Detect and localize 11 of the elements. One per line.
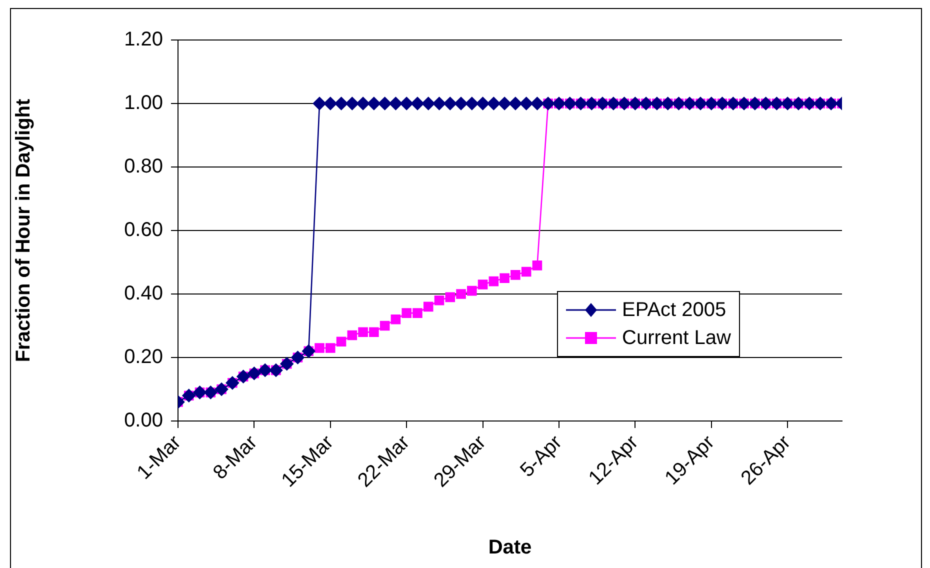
y-tick-label: 1.00 [124, 92, 163, 114]
legend-label: Current Law [622, 326, 731, 352]
legend-label: EPAct 2005 [622, 298, 726, 324]
y-tick-label: 0.80 [124, 156, 163, 178]
y-axis-title: Fraction of Hour in Daylight [12, 98, 35, 362]
y-tick-label: 1.20 [124, 28, 163, 51]
y-tick-label: 0.00 [124, 410, 163, 432]
y-tick-label: 0.20 [124, 346, 163, 368]
x-axis-title: Date [488, 536, 532, 559]
y-tick-label: 0.40 [124, 282, 163, 305]
y-tick-label: 0.60 [124, 219, 163, 242]
